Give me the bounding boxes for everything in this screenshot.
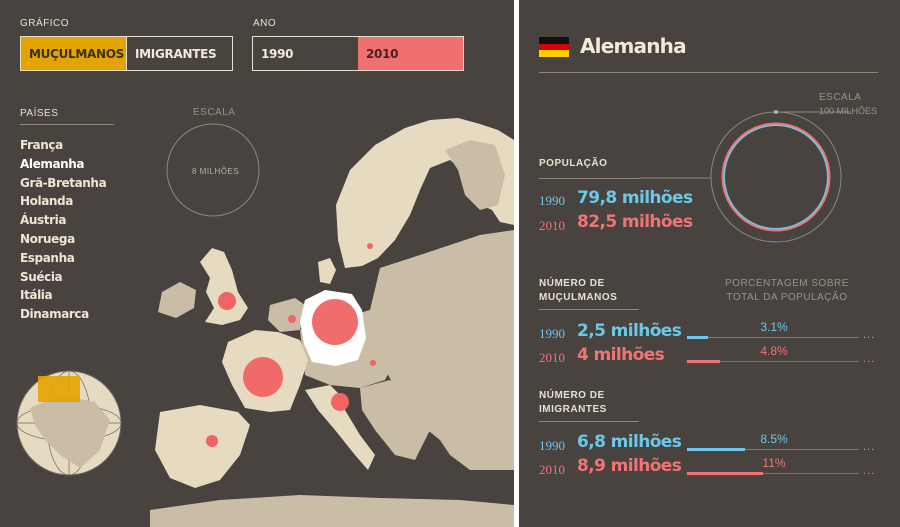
muslims-1990-pct-label: 3.1% xyxy=(760,320,788,334)
population-label: POPULAÇÃO xyxy=(539,158,608,169)
locator-globe xyxy=(16,370,122,476)
population-2010-value: 82,5 milhões xyxy=(577,212,693,232)
population-divider xyxy=(539,178,639,179)
muslims-1990-bar-track xyxy=(687,337,859,338)
immigrants-2010-bar-fill xyxy=(687,472,763,475)
grafico-toggle: MUÇULMANOS IMIGRANTES xyxy=(20,36,233,71)
immigrants-1990-pct-label: 8.5% xyxy=(760,432,788,446)
immigrants-2010-bar-track xyxy=(687,473,859,474)
germany-flag-icon xyxy=(539,37,569,57)
imigrantes-button[interactable]: IMIGRANTES xyxy=(126,37,232,70)
population-2010-year: 2010 xyxy=(539,218,565,233)
scale-ring xyxy=(166,123,260,217)
netherlands-bubble xyxy=(288,315,296,323)
scale-label: ESCALA xyxy=(193,107,236,118)
country-item-suecia[interactable]: Suécia xyxy=(20,269,63,284)
percent-header: PORCENTAGEM SOBRE TOTAL DA POPULAÇÃO xyxy=(725,277,849,305)
muslims-1990-ellipsis: ... xyxy=(863,329,876,341)
muslims-2010-year: 2010 xyxy=(539,350,565,365)
spain-bubble xyxy=(206,435,218,447)
great-britain-bubble xyxy=(218,292,236,310)
country-detail-panel: Alemanha ESCALA 100 MILHÕES POPULAÇÃO 19… xyxy=(519,0,900,527)
immigrants-label-line2: IMIGRANTES xyxy=(539,404,607,415)
muslims-label: NÚMERO DE MUÇULMANOS xyxy=(539,277,617,305)
percent-header-line2: TOTAL DA POPULAÇÃO xyxy=(726,292,848,303)
paises-label: PAÍSES xyxy=(20,108,59,119)
muslims-2010-bar-track xyxy=(687,361,859,362)
immigrants-1990-value: 6,8 milhões xyxy=(577,432,682,452)
immigrants-2010-ellipsis: ... xyxy=(863,465,876,477)
population-scale-chart xyxy=(639,110,851,243)
immigrants-2010-pct-label: 11% xyxy=(762,456,786,470)
right-scale-value: 100 MILHÕES xyxy=(819,106,878,116)
muculmanos-button[interactable]: MUÇULMANOS xyxy=(21,37,126,70)
immigrants-label: NÚMERO DE IMIGRANTES xyxy=(539,389,607,417)
population-1990-year: 1990 xyxy=(539,193,565,208)
map-panel: GRÁFICO MUÇULMANOS IMIGRANTES ANO 1990 2… xyxy=(0,0,514,527)
population-1990-value: 79,8 milhões xyxy=(577,188,693,208)
sweden-bubble xyxy=(367,243,373,249)
muslims-label-line2: MUÇULMANOS xyxy=(539,292,618,303)
grafico-label: GRÁFICO xyxy=(20,18,70,29)
east-europe-land xyxy=(370,230,514,470)
italy-land xyxy=(305,385,375,470)
ano-toggle: 1990 2010 xyxy=(252,36,464,71)
muslims-2010-ellipsis: ... xyxy=(863,353,876,365)
balkans-land xyxy=(360,380,430,460)
country-item-holanda[interactable]: Holanda xyxy=(20,194,73,209)
italy-bubble xyxy=(331,393,349,411)
muslims-2010-bar-fill xyxy=(687,360,721,363)
immigrants-1990-bar-fill xyxy=(687,448,746,451)
immigrants-label-line1: NÚMERO DE xyxy=(539,390,605,401)
country-item-noruega[interactable]: Noruega xyxy=(20,231,75,246)
finland-land xyxy=(445,140,505,210)
percent-header-line1: PORCENTAGEM SOBRE xyxy=(725,278,849,289)
immigrants-2010-value: 8,9 milhões xyxy=(577,456,682,476)
austria-bubble xyxy=(370,360,376,366)
muslims-label-line1: NÚMERO DE xyxy=(539,278,605,289)
iberia-land xyxy=(155,405,250,488)
year-1990-button[interactable]: 1990 xyxy=(261,46,294,61)
muslims-1990-value: 2,5 milhões xyxy=(577,321,682,341)
country-item-austria[interactable]: Áustria xyxy=(20,213,67,228)
country-item-italia[interactable]: Itália xyxy=(20,288,53,303)
title-divider xyxy=(539,72,878,73)
immigrants-1990-bar-track xyxy=(687,449,859,450)
country-item-gra-bretanha[interactable]: Grã-Bretanha xyxy=(20,175,107,190)
year-2010-button[interactable]: 2010 xyxy=(358,37,463,70)
scale-value: 8 MILHÕES xyxy=(192,167,240,176)
europe-map xyxy=(16,118,514,527)
north-africa-land xyxy=(150,495,514,527)
immigrants-divider xyxy=(539,421,639,422)
paises-divider xyxy=(20,124,114,125)
muslims-1990-year: 1990 xyxy=(539,326,565,341)
country-item-dinamarca[interactable]: Dinamarca xyxy=(20,307,89,322)
muslims-1990-bar-fill xyxy=(687,336,709,339)
country-title: Alemanha xyxy=(580,34,687,58)
ireland-land xyxy=(158,282,196,318)
benelux-land xyxy=(268,298,305,332)
muslims-2010-value: 4 milhões xyxy=(577,345,665,365)
denmark-land xyxy=(318,258,336,284)
globe-europe-highlight xyxy=(38,376,80,402)
muslims-2010-pct-label: 4.8% xyxy=(760,344,788,358)
france-bubble xyxy=(243,357,283,397)
right-scale-label: ESCALA xyxy=(819,92,862,103)
muslims-divider xyxy=(539,309,639,310)
country-item-alemanha[interactable]: Alemanha xyxy=(20,156,85,171)
great-britain-land xyxy=(200,248,248,325)
country-item-franca[interactable]: França xyxy=(20,138,63,152)
immigrants-1990-year: 1990 xyxy=(539,438,565,453)
immigrants-1990-ellipsis: ... xyxy=(863,441,876,453)
germany-bubble xyxy=(312,299,358,345)
country-item-espanha[interactable]: Espanha xyxy=(20,250,75,265)
immigrants-2010-year: 2010 xyxy=(539,462,565,477)
ano-label: ANO xyxy=(253,18,277,29)
country-list: França Alemanha Grã-Bretanha Holanda Áus… xyxy=(20,136,107,324)
